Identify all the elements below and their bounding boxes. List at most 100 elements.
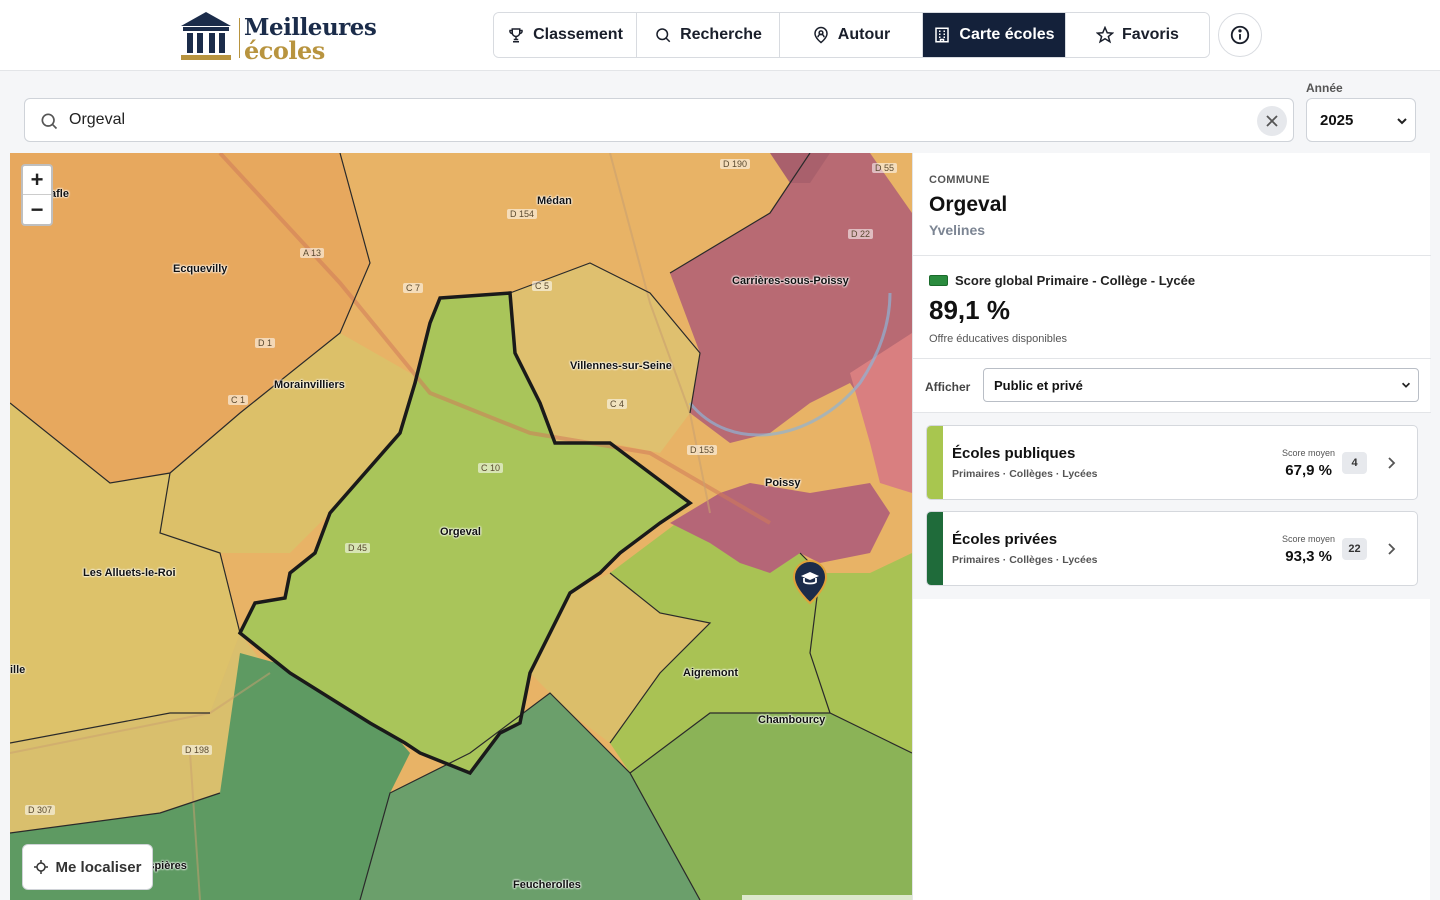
info-button[interactable] bbox=[1218, 13, 1262, 57]
place-label: Ecquevilly bbox=[173, 263, 228, 275]
search-icon bbox=[41, 113, 58, 130]
map-regions bbox=[10, 153, 912, 900]
road-label: D 45 bbox=[345, 543, 371, 553]
card-subtitle: Primaires · Collèges · Lycées bbox=[952, 554, 1098, 566]
chevron-down-icon bbox=[1401, 382, 1411, 388]
trophy-icon bbox=[509, 28, 523, 43]
nav-carte-ecoles-label: Carte écoles bbox=[959, 26, 1055, 43]
year-select[interactable]: 2025 bbox=[1306, 98, 1416, 142]
locate-me-button[interactable]: Me localiser bbox=[22, 844, 153, 890]
score-value: 89,1 % bbox=[929, 295, 1010, 325]
commune-name: Orgeval bbox=[929, 193, 1008, 216]
nav-recherche[interactable]: Recherche bbox=[637, 13, 780, 57]
road-label: A 13 bbox=[300, 248, 325, 258]
logo-separator bbox=[239, 18, 240, 58]
place-label: Médan bbox=[537, 195, 572, 207]
card-score-value: 67,9 % bbox=[1285, 462, 1332, 479]
road-label: D 22 bbox=[848, 229, 874, 239]
commune-panel: COMMUNE Orgeval Yvelines Score global Pr… bbox=[912, 153, 1431, 900]
card-score-label: Score moyen bbox=[1281, 534, 1335, 544]
commune-header: COMMUNE Orgeval Yvelines bbox=[913, 153, 1431, 256]
zoom-out-button[interactable]: − bbox=[30, 196, 44, 222]
chevron-right-icon bbox=[1388, 543, 1396, 555]
score-title: Score global Primaire - Collège - Lycée bbox=[955, 273, 1196, 288]
afficher-select[interactable]: Public et privé bbox=[983, 368, 1419, 402]
crosshair-icon bbox=[33, 860, 48, 874]
private-schools-card[interactable]: Écoles privées Primaires · Collèges · Ly… bbox=[926, 511, 1418, 586]
card-title: Écoles privées bbox=[952, 531, 1058, 548]
road-label: D 153 bbox=[687, 445, 718, 455]
card-color-bar bbox=[927, 426, 943, 499]
school-type-cards: Écoles publiques Primaires · Collèges · … bbox=[913, 413, 1431, 599]
road-label: D 55 bbox=[872, 163, 898, 173]
zoom-in-button[interactable]: + bbox=[23, 166, 51, 195]
logo-text-line1: Meilleures bbox=[244, 14, 377, 41]
chevron-down-icon bbox=[1397, 118, 1407, 125]
place-label: Aigremont bbox=[683, 667, 738, 679]
public-schools-card[interactable]: Écoles publiques Primaires · Collèges · … bbox=[926, 425, 1418, 500]
header: Meilleures écoles Classement Recherche A… bbox=[0, 0, 1440, 71]
clear-search-button[interactable] bbox=[1257, 106, 1287, 136]
road-label: C 5 bbox=[532, 281, 553, 291]
card-count-badge: 4 bbox=[1342, 452, 1367, 474]
filter-section: Afficher Public et privé bbox=[913, 359, 1431, 413]
place-label: afle bbox=[50, 188, 69, 200]
chevron-right-icon bbox=[1388, 457, 1396, 469]
place-label: Villennes-sur-Seine bbox=[570, 360, 672, 372]
nav-autour-label: Autour bbox=[837, 26, 891, 43]
info-icon bbox=[1230, 25, 1250, 45]
school-building-icon bbox=[935, 27, 950, 43]
place-label: Orgeval bbox=[440, 526, 481, 538]
place-label: ille bbox=[10, 664, 26, 676]
place-label: Les Alluets-le-Roi bbox=[83, 567, 176, 579]
zoom-control: + − bbox=[21, 164, 53, 226]
place-label: Feucherolles bbox=[513, 879, 581, 891]
card-title: Écoles publiques bbox=[952, 445, 1076, 462]
search-icon bbox=[656, 28, 671, 43]
road-label: D 198 bbox=[182, 745, 213, 755]
main-nav: Classement Recherche Autour Carte écoles… bbox=[493, 12, 1210, 58]
nav-carte-ecoles[interactable]: Carte écoles bbox=[923, 13, 1066, 57]
locate-me-label: Me localiser bbox=[55, 858, 142, 876]
nav-autour[interactable]: Autour bbox=[780, 13, 923, 57]
road-label: C 7 bbox=[403, 283, 424, 293]
place-label: Poissy bbox=[765, 477, 801, 489]
card-color-bar bbox=[927, 512, 943, 585]
close-icon bbox=[1266, 115, 1278, 127]
road-label: D 154 bbox=[507, 209, 538, 219]
search-input[interactable] bbox=[69, 105, 1219, 135]
card-score-value: 93,3 % bbox=[1285, 548, 1332, 565]
afficher-label: Afficher bbox=[925, 380, 971, 394]
card-score-label: Score moyen bbox=[1281, 448, 1335, 458]
place-label: Chambourcy bbox=[758, 714, 826, 726]
road-label: D 190 bbox=[720, 159, 751, 169]
road-label: C 4 bbox=[607, 399, 628, 409]
department-name: Yvelines bbox=[929, 222, 986, 238]
star-icon bbox=[1096, 26, 1115, 44]
school-map[interactable]: Médan Ecquevilly Carrières-sous-Poissy M… bbox=[10, 153, 912, 900]
nav-classement-label: Classement bbox=[533, 26, 623, 43]
year-value: 2025 bbox=[1320, 111, 1354, 129]
year-label: Année bbox=[1306, 81, 1343, 95]
site-logo[interactable]: Meilleures écoles bbox=[178, 8, 377, 65]
card-count-badge: 22 bbox=[1342, 538, 1367, 560]
road-label: D 307 bbox=[25, 805, 56, 815]
global-score-section: Score global Primaire - Collège - Lycée … bbox=[913, 256, 1431, 359]
nav-recherche-label: Recherche bbox=[680, 26, 762, 43]
institution-logo-icon bbox=[181, 12, 231, 60]
road-label: C 10 bbox=[478, 463, 504, 473]
location-user-icon bbox=[814, 26, 828, 44]
road-label: D 1 bbox=[255, 338, 276, 348]
nav-classement[interactable]: Classement bbox=[494, 13, 637, 57]
place-label: Morainvilliers bbox=[274, 379, 345, 391]
commune-kicker: COMMUNE bbox=[929, 174, 990, 186]
nav-favoris[interactable]: Favoris bbox=[1066, 13, 1209, 57]
score-color-swatch bbox=[929, 275, 948, 286]
logo-text-line2: écoles bbox=[244, 36, 325, 65]
card-subtitle: Primaires · Collèges · Lycées bbox=[952, 468, 1098, 480]
nav-favoris-label: Favoris bbox=[1122, 26, 1179, 43]
place-label: Carrières-sous-Poissy bbox=[732, 275, 849, 287]
road-label: C 1 bbox=[228, 395, 249, 405]
commune-search bbox=[24, 98, 1294, 142]
school-marker-icon[interactable] bbox=[792, 559, 828, 605]
